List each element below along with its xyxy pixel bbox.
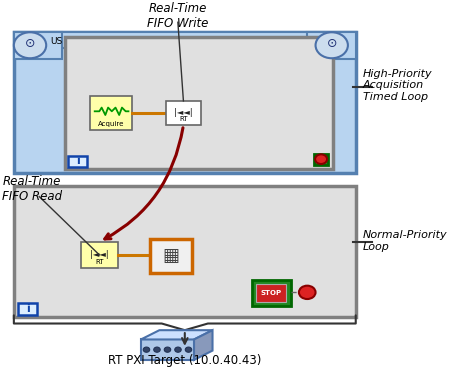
FancyBboxPatch shape — [18, 303, 37, 315]
Text: |◄◄|: |◄◄| — [174, 108, 193, 117]
Circle shape — [316, 32, 348, 58]
Text: RT: RT — [95, 259, 103, 265]
Polygon shape — [194, 330, 213, 360]
Text: ▦: ▦ — [163, 247, 179, 265]
FancyBboxPatch shape — [141, 339, 194, 360]
FancyBboxPatch shape — [314, 154, 328, 165]
Text: ⊙: ⊙ — [25, 37, 35, 50]
FancyBboxPatch shape — [68, 156, 87, 167]
FancyBboxPatch shape — [166, 101, 201, 125]
FancyBboxPatch shape — [14, 32, 356, 173]
Text: Real-Time
FIFO Write: Real-Time FIFO Write — [147, 2, 208, 30]
Text: |◄◄|: |◄◄| — [90, 250, 109, 259]
FancyBboxPatch shape — [256, 284, 286, 302]
Text: US: US — [50, 37, 62, 46]
Circle shape — [299, 286, 316, 299]
FancyBboxPatch shape — [14, 186, 356, 317]
Circle shape — [154, 347, 160, 352]
FancyBboxPatch shape — [252, 280, 291, 306]
FancyBboxPatch shape — [14, 32, 62, 59]
Text: Real-Time
FIFO Read: Real-Time FIFO Read — [2, 175, 62, 203]
Text: Acquire: Acquire — [97, 121, 124, 127]
Text: Normal-Priority
Loop: Normal-Priority Loop — [363, 230, 447, 252]
Circle shape — [185, 347, 192, 352]
Text: ⊙: ⊙ — [327, 37, 337, 50]
FancyBboxPatch shape — [150, 239, 192, 273]
Circle shape — [143, 347, 150, 352]
Circle shape — [175, 347, 181, 352]
Text: High-Priority
Acquisition
Timed Loop: High-Priority Acquisition Timed Loop — [363, 69, 432, 102]
FancyBboxPatch shape — [14, 32, 356, 48]
Circle shape — [164, 347, 171, 352]
FancyBboxPatch shape — [65, 37, 333, 169]
Text: i: i — [76, 157, 79, 166]
Text: RT: RT — [179, 116, 188, 122]
Text: RT PXI Target (10.0.40.43): RT PXI Target (10.0.40.43) — [108, 354, 261, 367]
FancyBboxPatch shape — [90, 96, 132, 130]
FancyBboxPatch shape — [81, 242, 118, 268]
Text: i: i — [26, 304, 30, 314]
Text: STOP: STOP — [261, 290, 282, 296]
Circle shape — [315, 154, 327, 164]
Polygon shape — [141, 330, 213, 339]
FancyBboxPatch shape — [307, 32, 356, 59]
Circle shape — [14, 32, 46, 58]
